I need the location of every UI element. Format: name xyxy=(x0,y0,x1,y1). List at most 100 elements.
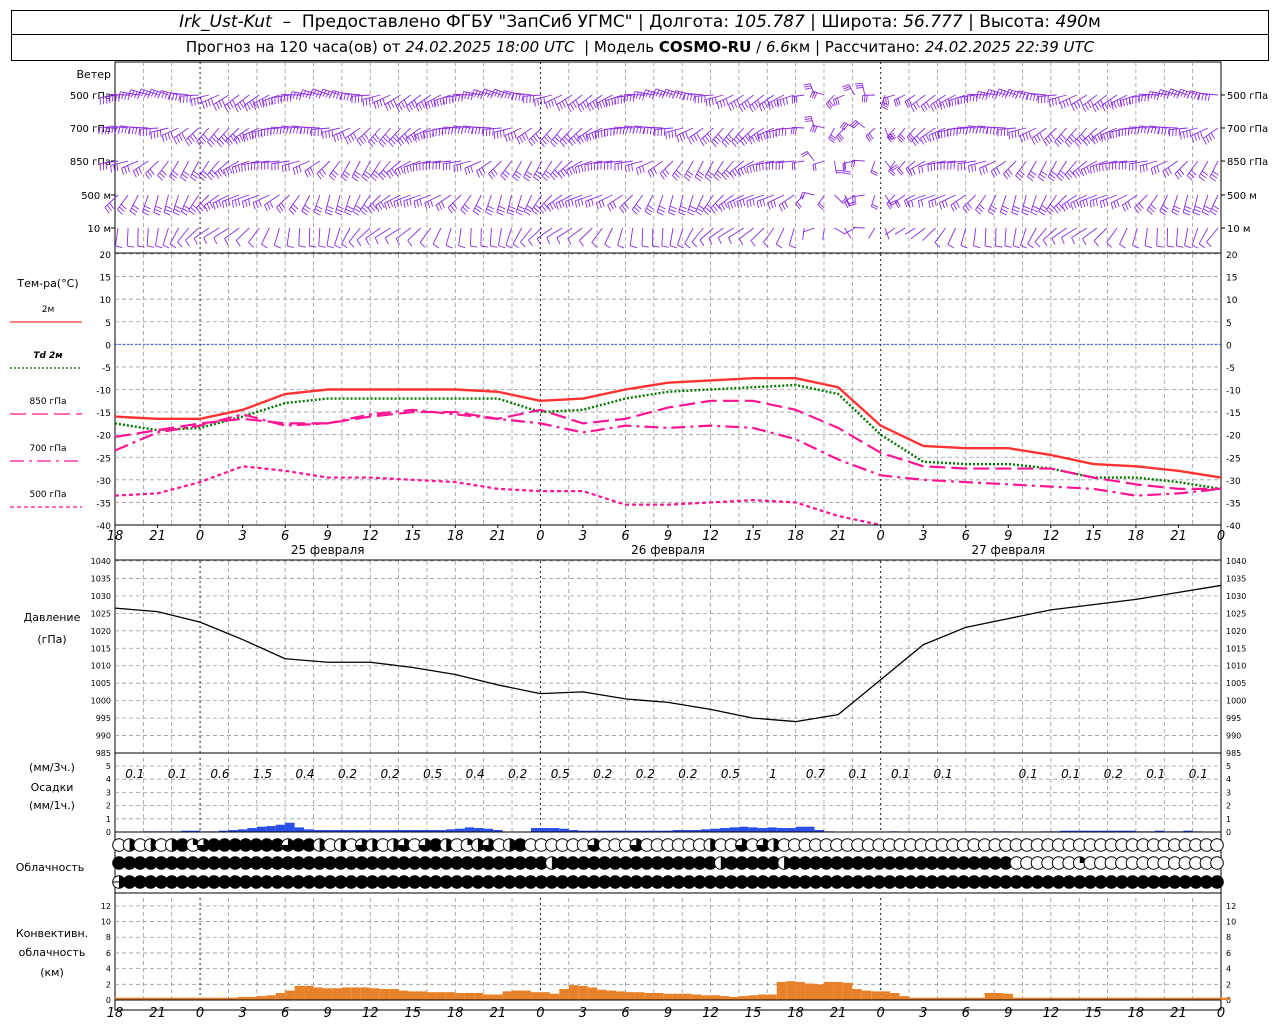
cloud-fill xyxy=(788,856,801,870)
wind-barb-feather xyxy=(948,100,951,108)
precip-bar xyxy=(493,830,503,832)
wind-level-label-right: 500 гПа xyxy=(1227,91,1268,102)
wind-barb-feather xyxy=(399,137,405,144)
wind-barb-feather xyxy=(1032,93,1036,101)
cloud-cover-symbol xyxy=(925,875,939,889)
cloud-fill xyxy=(376,875,390,889)
wind-barb-feather xyxy=(161,135,165,143)
wind-barb-feather xyxy=(1079,99,1084,106)
wind-barb-feather xyxy=(127,165,130,173)
wind-barb-feather xyxy=(1000,211,1007,216)
convective-bar xyxy=(426,992,437,1000)
wind-barb-feather xyxy=(290,206,297,213)
wind-barb-feather xyxy=(207,141,213,148)
convective-bar xyxy=(512,990,522,1000)
cloud-fill xyxy=(682,875,696,889)
wind-barb xyxy=(99,160,119,171)
wind-barb-feather xyxy=(678,212,686,216)
wind-barb-feather xyxy=(917,200,921,208)
cloud-cover-symbol xyxy=(597,875,612,889)
wind-barb-feather xyxy=(356,139,362,147)
wind-barb-feather xyxy=(344,170,351,176)
cloud-fill xyxy=(925,856,939,870)
wind-barb-feather xyxy=(750,240,756,247)
precip-bar xyxy=(540,828,550,832)
wind-barb-feather xyxy=(1099,201,1103,209)
precip-tick-label: 5 xyxy=(106,762,111,771)
wind-barb xyxy=(224,94,240,112)
wind-barb-shaft xyxy=(539,127,553,142)
wind-barb xyxy=(839,122,855,131)
wind-barb-shaft xyxy=(756,194,775,202)
wind-barb xyxy=(775,160,795,170)
time-tick-label: 18 xyxy=(107,529,124,544)
precip-unit-3h: (мм/3ч.) xyxy=(29,761,75,774)
wind-barb-feather xyxy=(496,211,504,216)
cloud-fill xyxy=(408,875,421,889)
wind-barb-feather xyxy=(567,238,572,246)
wind-barb xyxy=(1150,160,1168,176)
wind-barb-feather xyxy=(464,126,468,134)
convective-bar xyxy=(464,992,475,1000)
cloud-cover-symbol xyxy=(735,875,749,889)
wind-barb-feather xyxy=(533,206,540,213)
wind-barb-shaft xyxy=(629,227,634,246)
convective-bar xyxy=(1154,997,1165,1000)
wind-barb-feather xyxy=(1092,199,1095,207)
wind-barb xyxy=(790,126,805,135)
wind-barb-feather xyxy=(346,93,350,101)
wind-barb xyxy=(523,194,534,216)
wind-barb-shaft xyxy=(460,194,472,210)
wind-barb xyxy=(515,194,525,216)
wind-barb-feather xyxy=(384,237,389,245)
wind-barb-feather xyxy=(170,131,174,139)
wind-barb-feather xyxy=(955,201,960,208)
wind-barb-feather xyxy=(382,169,389,176)
wind-barb-feather xyxy=(684,243,691,249)
pressure-tick-label-right: 995 xyxy=(1226,714,1241,723)
wind-barb-feather xyxy=(378,174,384,181)
wind-barb-shaft xyxy=(556,227,573,238)
wind-barb-feather xyxy=(98,127,101,135)
wind-barb xyxy=(352,194,362,216)
wind-barb-feather xyxy=(348,241,355,248)
wind-barb-feather xyxy=(1202,211,1209,216)
wind-barb-feather xyxy=(1115,130,1118,138)
wind-barb xyxy=(947,227,957,249)
pressure-tick-label-right: 1020 xyxy=(1226,627,1246,636)
convective-bar xyxy=(672,993,683,1000)
wind-barb xyxy=(458,227,466,249)
wind-barb-feather xyxy=(956,126,959,134)
wind-barb-feather xyxy=(432,243,440,249)
wind-barb-feather xyxy=(691,241,698,248)
wind-barb-feather xyxy=(1017,129,1020,138)
temp-tick-label-right: -10 xyxy=(1226,387,1241,397)
cloud-fill xyxy=(344,875,358,889)
cloud-cover-symbol xyxy=(713,875,728,889)
wind-barb-shaft xyxy=(727,194,744,204)
wind-barb xyxy=(564,194,583,209)
cloud-fill xyxy=(883,856,897,870)
wind-barb-feather xyxy=(362,99,365,107)
precip-total-label: 0.7 xyxy=(806,767,825,781)
wind-barb xyxy=(126,227,135,248)
cloud-fill xyxy=(439,856,453,870)
wind-barb xyxy=(1110,94,1128,110)
convective-bar xyxy=(946,997,957,1000)
wind-barb-feather xyxy=(247,163,250,171)
wind-barb-feather xyxy=(1183,212,1190,216)
wind-barb-shaft xyxy=(695,94,714,97)
wind-barb-shaft xyxy=(775,227,785,245)
wind-barb xyxy=(567,227,583,246)
wind-barb xyxy=(132,160,149,178)
wind-barb xyxy=(861,94,875,103)
wind-barb-feather xyxy=(414,135,417,143)
wind-barb-feather xyxy=(498,245,506,249)
wind-barb-feather xyxy=(906,136,913,143)
cloud-fill xyxy=(725,875,738,889)
cloud-fill xyxy=(524,856,538,870)
cloud-fill xyxy=(851,856,865,870)
wind-barb xyxy=(950,194,966,212)
wind-barb xyxy=(471,126,492,135)
wind-barb-feather xyxy=(605,100,608,108)
